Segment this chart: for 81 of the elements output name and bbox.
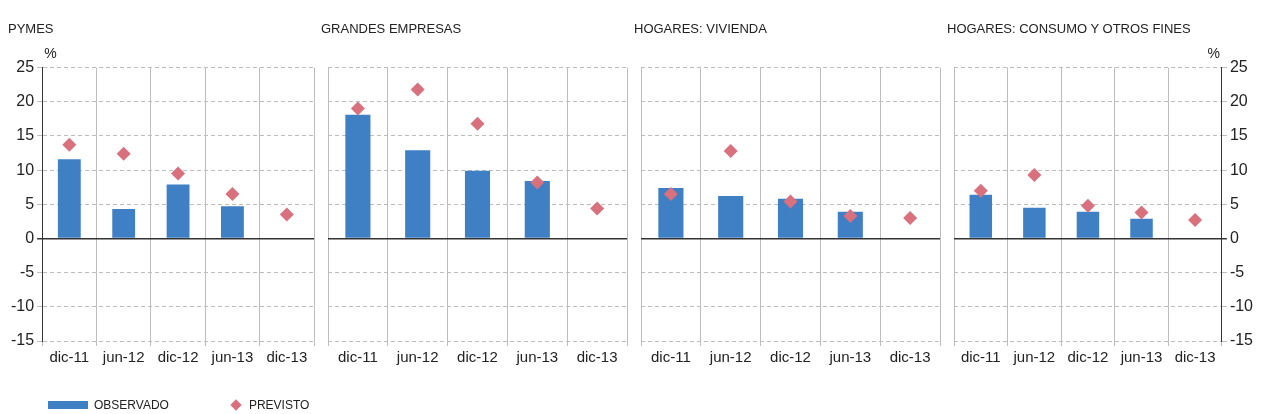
point: [62, 137, 77, 152]
y2-tick-label: -10: [1229, 297, 1254, 315]
point: [723, 143, 738, 158]
bar: [405, 150, 431, 238]
x-tick-label: dic-11: [49, 348, 90, 366]
x-tick-label: dic-11: [651, 348, 691, 366]
x-tick-label: dic-13: [266, 348, 308, 366]
x-tick-label: dic-11: [960, 348, 1001, 366]
y2-tick-label: 0: [1229, 228, 1239, 246]
x-tick-label: dic-12: [457, 348, 498, 366]
x-tick-label: jun-12: [395, 348, 439, 366]
y-tick-label: 0: [25, 228, 35, 246]
legend-label: OBSERVADO: [94, 398, 169, 412]
chart-title: GRANDES EMPRESAS: [321, 21, 462, 37]
point: [973, 183, 988, 198]
point: [470, 116, 485, 131]
point: [410, 82, 425, 97]
x-tick-label: dic-12: [770, 348, 811, 366]
point: [1188, 213, 1203, 228]
point: [1080, 198, 1095, 213]
bar: [57, 159, 81, 238]
bar: [112, 209, 136, 238]
chart-title: HOGARES: VIVIENDA: [634, 21, 768, 37]
bar: [1023, 207, 1046, 238]
bar: [777, 198, 804, 238]
y-tick-label: -5: [19, 263, 35, 281]
y-axis-title: %: [44, 45, 57, 62]
y2-axis-title: %: [1207, 45, 1220, 62]
bar: [658, 187, 684, 238]
point: [903, 210, 918, 225]
y2-tick-label: 20: [1229, 92, 1248, 110]
y-tick-label: 5: [25, 194, 35, 212]
bar: [464, 170, 491, 238]
point: [590, 201, 605, 216]
x-tick-label: dic-13: [1174, 348, 1216, 366]
point: [663, 187, 678, 202]
bar: [345, 114, 371, 238]
x-tick-label: jun-12: [101, 348, 145, 366]
point: [783, 194, 798, 209]
y2-tick-label: -15: [1229, 331, 1254, 349]
x-tick-label: jun-12: [1012, 348, 1056, 366]
chart-title: HOGARES: CONSUMO Y OTROS FINES: [947, 21, 1191, 37]
bar: [1130, 218, 1153, 238]
point: [279, 207, 294, 222]
point: [530, 175, 545, 190]
x-tick-label: dic-13: [576, 348, 618, 366]
bar: [1076, 211, 1100, 238]
chart-title: PYMES: [8, 21, 54, 37]
y2-tick-label: -5: [1229, 263, 1245, 281]
bar: [524, 181, 550, 238]
point: [843, 208, 858, 223]
x-tick-label: dic-11: [338, 348, 378, 366]
point: [1134, 205, 1149, 220]
y-tick-label: -10: [11, 297, 35, 315]
y-tick-label: 15: [16, 126, 35, 144]
y-tick-label: 10: [16, 160, 35, 178]
point: [171, 166, 186, 181]
bar: [166, 184, 190, 238]
point: [1027, 167, 1042, 182]
point: [225, 187, 240, 202]
bar: [221, 206, 244, 238]
x-tick-label: dic-12: [157, 348, 199, 366]
x-tick-label: jun-13: [210, 348, 254, 366]
y2-tick-label: 5: [1229, 194, 1239, 212]
y2-tick-label: 25: [1229, 58, 1248, 76]
x-tick-label: jun-13: [515, 348, 559, 366]
point: [116, 146, 131, 161]
bar: [969, 194, 993, 238]
y2-tick-label: 10: [1229, 160, 1248, 178]
x-tick-label: dic-12: [1067, 348, 1109, 366]
y2-tick-label: 15: [1229, 126, 1248, 144]
y-tick-label: 20: [16, 92, 35, 110]
x-tick-label: jun-12: [708, 348, 752, 366]
x-tick-label: dic-13: [889, 348, 931, 366]
bar: [718, 196, 744, 238]
point: [350, 101, 365, 116]
y-tick-label: -15: [11, 331, 35, 349]
x-tick-label: jun-13: [1119, 348, 1163, 366]
y-tick-label: 25: [16, 58, 35, 76]
x-tick-label: jun-13: [828, 348, 872, 366]
legend-label: PREVISTO: [248, 398, 310, 412]
